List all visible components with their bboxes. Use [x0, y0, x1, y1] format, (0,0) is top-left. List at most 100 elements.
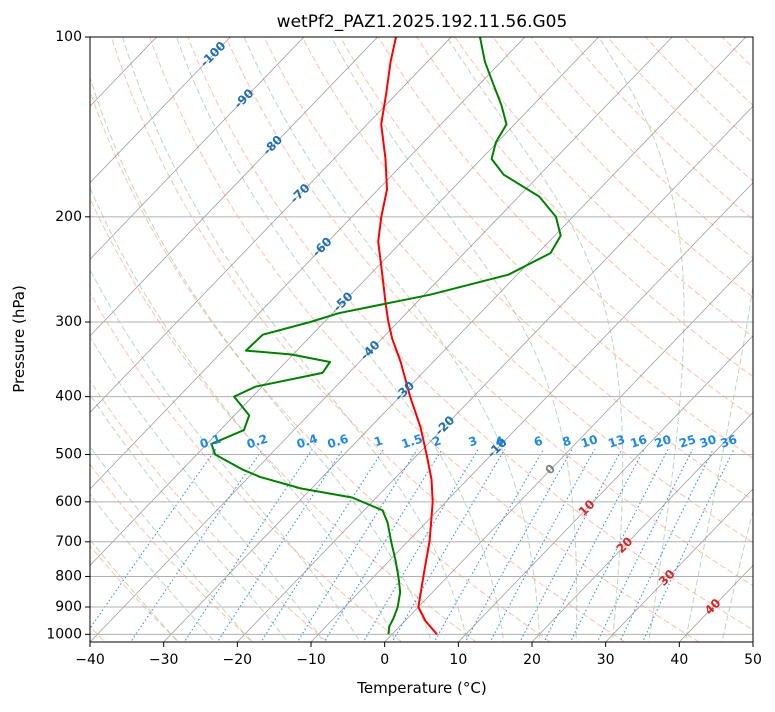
- x-tick-label: 50: [744, 652, 762, 668]
- mixing-ratio-label: 0.4: [295, 432, 320, 452]
- y-tick-label: 600: [55, 494, 82, 510]
- dry-adiabat: [90, 89, 552, 642]
- isotherm-line: [90, 37, 231, 184]
- mixing-ratio-line: [129, 448, 263, 642]
- mixing-ratio-label: 0.6: [326, 432, 351, 452]
- x-tick-label: 0: [380, 652, 389, 668]
- chart-title: wetPf2_PAZ1.2025.192.11.56.G05: [277, 12, 568, 32]
- x-tick-label: −10: [296, 652, 326, 668]
- mixing-ratio-label: 13: [607, 432, 627, 450]
- mixing-ratio-line: [641, 449, 735, 642]
- dry-adiabat: [110, 37, 626, 642]
- mixing-ratio-label: 25: [677, 432, 697, 450]
- moist-adiabat: [90, 445, 252, 642]
- mixing-ratio-label: 6: [532, 434, 544, 450]
- moist-adiabat: [176, 37, 505, 642]
- mixing-ratio-line: [260, 448, 385, 642]
- mixing-ratio-line: [433, 449, 544, 642]
- moist-adiabat: [446, 37, 624, 642]
- moist-adiabat: [90, 493, 216, 642]
- dry-adiabat: [263, 37, 753, 544]
- mixing-ratio-line: [216, 448, 344, 642]
- isotherm-line: [90, 37, 526, 490]
- dry-adiabat: [377, 37, 753, 418]
- mixing-ratio-label: 1.5: [400, 432, 425, 452]
- x-tick-label: 20: [523, 652, 541, 668]
- mixing-ratio-label: 0.2: [245, 432, 270, 452]
- isotherm-line: [384, 258, 753, 642]
- dry-adiabat: [90, 197, 477, 642]
- moist-adiabat: [90, 268, 361, 642]
- y-tick-label: 200: [55, 209, 82, 225]
- x-tick-label: 30: [597, 652, 615, 668]
- mixing-ratio-label: 30: [698, 432, 718, 450]
- moist-adiabat: [90, 75, 433, 642]
- mixing-ratio-line: [296, 449, 418, 642]
- isotherm-line: [90, 37, 452, 413]
- y-tick-label: 300: [55, 314, 82, 330]
- isotherm-line: [163, 37, 747, 642]
- isotherm-line: [236, 105, 753, 642]
- mixing-ratio-line: [362, 449, 479, 642]
- isotherm-line: [90, 37, 600, 567]
- moist-adiabat: [598, 37, 685, 642]
- y-tick-label: 500: [55, 447, 82, 463]
- plot-frame: [89, 36, 754, 643]
- y-tick-label: 900: [55, 599, 82, 615]
- y-tick-label: 700: [55, 534, 82, 550]
- isotherm-line: [531, 411, 753, 642]
- dewpoint-profile-line: [210, 37, 562, 635]
- dry-adiabat: [187, 37, 753, 631]
- mixing-ratio-label: 16: [629, 432, 649, 450]
- mixing-ratio-line: [323, 449, 443, 642]
- moist-adiabat: [90, 186, 397, 642]
- mixing-ratio-label: 4: [493, 434, 505, 450]
- dry-adiabat: [416, 37, 753, 378]
- mixing-ratio-label: 3: [467, 434, 479, 450]
- x-tick-label: −30: [149, 652, 179, 668]
- dry-adiabat: [492, 37, 753, 298]
- mixing-ratio-label: 10: [579, 432, 599, 450]
- isotherm-line: [310, 182, 753, 642]
- dry-adiabat: [225, 37, 753, 587]
- isotherm-line: [605, 488, 753, 642]
- mixing-ratio-label: 0.1: [198, 432, 223, 452]
- dry-adiabat: [90, 291, 403, 642]
- mixing-ratio-line: [619, 449, 714, 642]
- background-lines: [90, 37, 753, 642]
- dry-adiabat: [301, 37, 753, 501]
- x-tick-label: 10: [449, 652, 467, 668]
- mixing-ratio-label: 20: [653, 432, 673, 450]
- profile-lines: [210, 37, 562, 635]
- moist-adiabat: [243, 37, 541, 642]
- mixing-ratio-label: 36: [719, 432, 739, 450]
- y-tick-label: 1000: [46, 626, 82, 642]
- moist-adiabat: [122, 37, 469, 642]
- x-tick-label: −20: [223, 652, 253, 668]
- isotherm-line: [90, 37, 673, 642]
- y-tick-label: 800: [55, 568, 82, 584]
- dry-adiabat: [90, 463, 254, 642]
- axis-ticks: −40 −30 −20 −10 0 10 20 30 40 5010020030040050060…: [46, 29, 762, 668]
- mixing-ratio-line: [183, 448, 313, 642]
- isotherm-line: [90, 37, 305, 260]
- temperature-profile-line: [377, 37, 438, 635]
- x-axis-title: Temperature (°C): [356, 679, 486, 697]
- dry-adiabat: [149, 37, 700, 642]
- mixing-ratio-label: 8: [561, 434, 573, 450]
- y-tick-label: 400: [55, 389, 82, 405]
- mixing-ratio-label: 2: [431, 434, 443, 450]
- y-axis-title: Pressure (hPa): [10, 285, 28, 393]
- dry-adiabat: [90, 379, 329, 642]
- mixing-ratio-line: [90, 448, 217, 630]
- mixing-ratio-line: [489, 449, 596, 642]
- mixing-ratio-line: [391, 449, 506, 642]
- x-tick-label: 40: [670, 652, 688, 668]
- x-tick-label: −40: [75, 652, 105, 668]
- mixing-ratio-line: [596, 449, 694, 642]
- moist-adiabat: [90, 538, 179, 642]
- isotherm-line: [457, 335, 753, 642]
